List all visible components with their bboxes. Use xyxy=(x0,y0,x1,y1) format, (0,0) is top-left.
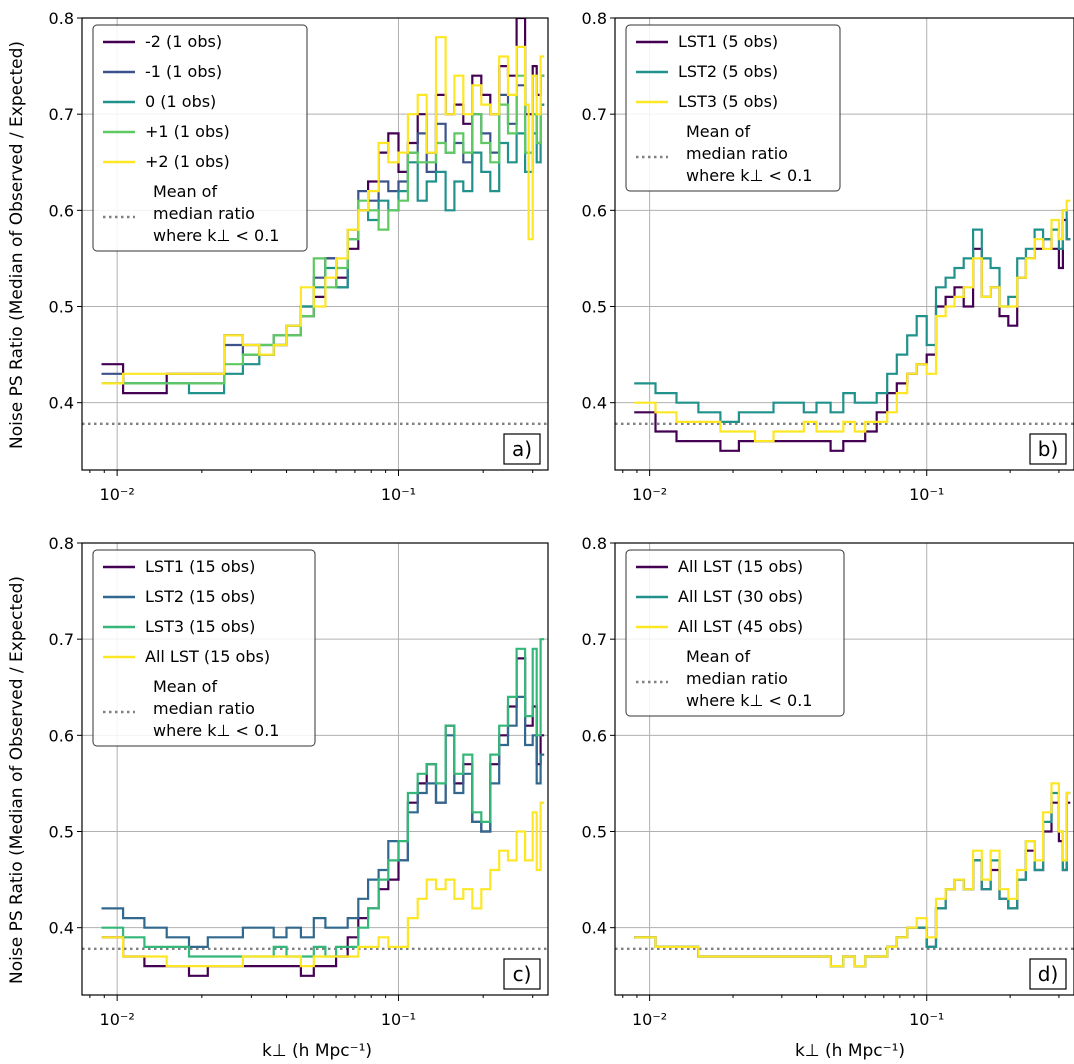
panel-tag: c) xyxy=(513,962,532,986)
panel-frame xyxy=(614,542,1074,996)
series-line-1 xyxy=(634,801,1071,968)
x-tick-label: 10⁻² xyxy=(100,1010,135,1029)
legend-label-1: All LST (15 obs) xyxy=(678,557,803,576)
y-tick-label: 0.5 xyxy=(582,298,607,317)
legend-box xyxy=(625,549,845,717)
legend: LST1 (15 obs) LST2 (15 obs) LST3 (15 obs) A… xyxy=(92,549,316,747)
y-axis-label-bottom: Noise PS Ratio (Median of Observed / Exp… xyxy=(7,576,27,984)
panel-tag-box xyxy=(503,433,541,465)
panel-frame xyxy=(81,542,549,996)
panel-tag-box xyxy=(1029,958,1067,990)
x-axis-label-left: k⊥ (h Mpc⁻¹) xyxy=(262,1041,372,1061)
series-line-4 xyxy=(101,801,545,968)
legend-ref-line-3: where k⊥ < 0.1 xyxy=(686,691,812,710)
panel-tag-box xyxy=(1029,433,1067,465)
legend-ref-line-2: median ratio xyxy=(686,144,788,163)
legend-ref-line-1: Mean of xyxy=(686,647,750,666)
legend-label-3: 0 (1 obs) xyxy=(145,92,216,111)
y-tick-label: 0.4 xyxy=(49,919,74,938)
legend-label-3: LST3 (15 obs) xyxy=(145,617,255,636)
legend-ref-line-1: Mean of xyxy=(153,677,217,696)
y-tick-label: 0.7 xyxy=(49,105,74,124)
series-group xyxy=(101,18,545,395)
series-line-3 xyxy=(634,199,1071,443)
legend-label-2: -1 (1 obs) xyxy=(145,62,222,81)
legend: LST1 (5 obs) LST2 (5 obs) LST3 (5 obs) Mean… xyxy=(625,24,841,192)
x-tick-label: 10⁻² xyxy=(100,485,135,504)
y-tick-label: 0.7 xyxy=(582,105,607,124)
legend-label-4: All LST (15 obs) xyxy=(145,647,270,666)
panel-1: 0.4 0.5 0.6 0.7 0.8 10⁻² 10⁻¹ -2 (1 obs) -1 (1 o… xyxy=(49,9,549,504)
x-tick-label: 10⁻² xyxy=(632,1010,667,1029)
legend-label-1: LST1 (15 obs) xyxy=(145,557,255,576)
y-axis-label-top: Noise PS Ratio (Median of Observed / Exp… xyxy=(7,41,27,449)
y-tick-label: 0.8 xyxy=(582,534,607,553)
panel-tag: d) xyxy=(1038,962,1059,986)
series-line-4 xyxy=(101,74,545,385)
legend-ref-line-3: where k⊥ < 0.1 xyxy=(153,721,279,740)
x-tick-label: 10⁻¹ xyxy=(909,1010,944,1029)
legend-box xyxy=(625,24,841,192)
y-tick-label: 0.4 xyxy=(582,394,607,413)
y-tick-label: 0.7 xyxy=(49,630,74,649)
x-tick-label: 10⁻¹ xyxy=(381,1010,416,1029)
y-tick-label: 0.4 xyxy=(582,919,607,938)
legend-label-5: +2 (1 obs) xyxy=(145,152,230,171)
y-tick-label: 0.8 xyxy=(49,9,74,28)
legend-label-1: LST1 (5 obs) xyxy=(678,32,778,51)
legend-ref-line-3: where k⊥ < 0.1 xyxy=(153,226,279,245)
panel-2: 0.4 0.5 0.6 0.7 0.8 10⁻² 10⁻¹ LST1 (5 obs) LST2 … xyxy=(582,9,1074,504)
legend-ref-line-2: median ratio xyxy=(153,699,255,718)
y-tick-label: 0.5 xyxy=(582,823,607,842)
panel-frame xyxy=(614,17,1074,471)
legend-ref-line-2: median ratio xyxy=(686,669,788,688)
legend-label-3: LST3 (5 obs) xyxy=(678,92,778,111)
legend-box xyxy=(92,549,316,747)
series-line-1 xyxy=(634,218,1071,452)
panel-3: 0.4 0.5 0.6 0.7 0.8 10⁻² 10⁻¹ LST1 (15 obs) LST2… xyxy=(49,534,549,1029)
y-tick-label: 0.6 xyxy=(582,726,607,745)
legend: All LST (15 obs) All LST (30 obs) All LST … xyxy=(625,549,845,717)
legend-ref-line-1: Mean of xyxy=(153,182,217,201)
legend: -2 (1 obs) -1 (1 obs) 0 (1 obs) +1 (1 obs) +… xyxy=(92,24,308,252)
y-tick-label: 0.5 xyxy=(49,298,74,317)
legend-ref-line-3: where k⊥ < 0.1 xyxy=(686,166,812,185)
legend-ref-line-2: median ratio xyxy=(153,204,255,223)
series-line-2 xyxy=(634,791,1071,968)
legend-label-3: All LST (45 obs) xyxy=(678,617,803,636)
panels: 0.4 0.5 0.6 0.7 0.8 10⁻² 10⁻¹ -2 (1 obs) -1 (1 o… xyxy=(49,9,1074,1029)
x-tick-label: 10⁻¹ xyxy=(381,485,416,504)
series-group xyxy=(101,638,545,977)
x-tick-label: 10⁻² xyxy=(632,485,667,504)
panel-frame xyxy=(81,17,549,471)
y-tick-label: 0.7 xyxy=(582,630,607,649)
y-tick-label: 0.6 xyxy=(49,726,74,745)
legend-label-1: -2 (1 obs) xyxy=(145,32,222,51)
legend-box xyxy=(92,24,308,252)
panel-tag-box xyxy=(503,958,541,990)
legend-label-4: +1 (1 obs) xyxy=(145,122,230,141)
legend-ref-line-1: Mean of xyxy=(686,122,750,141)
panel-tag: b) xyxy=(1038,437,1059,461)
y-tick-label: 0.8 xyxy=(49,534,74,553)
x-axis-label-right: k⊥ (h Mpc⁻¹) xyxy=(795,1041,905,1061)
series-group xyxy=(634,199,1071,452)
y-tick-label: 0.6 xyxy=(582,201,607,220)
x-tick-label: 10⁻¹ xyxy=(909,485,944,504)
y-tick-label: 0.5 xyxy=(49,823,74,842)
panel-tag: a) xyxy=(512,437,532,461)
y-tick-label: 0.6 xyxy=(49,201,74,220)
legend-label-2: LST2 (15 obs) xyxy=(145,587,255,606)
series-line-5 xyxy=(101,36,545,385)
series-group xyxy=(634,782,1071,968)
legend-label-2: LST2 (5 obs) xyxy=(678,62,778,81)
legend-label-2: All LST (30 obs) xyxy=(678,587,803,606)
y-tick-label: 0.4 xyxy=(49,394,74,413)
y-tick-label: 0.8 xyxy=(582,9,607,28)
series-line-3 xyxy=(634,782,1071,968)
